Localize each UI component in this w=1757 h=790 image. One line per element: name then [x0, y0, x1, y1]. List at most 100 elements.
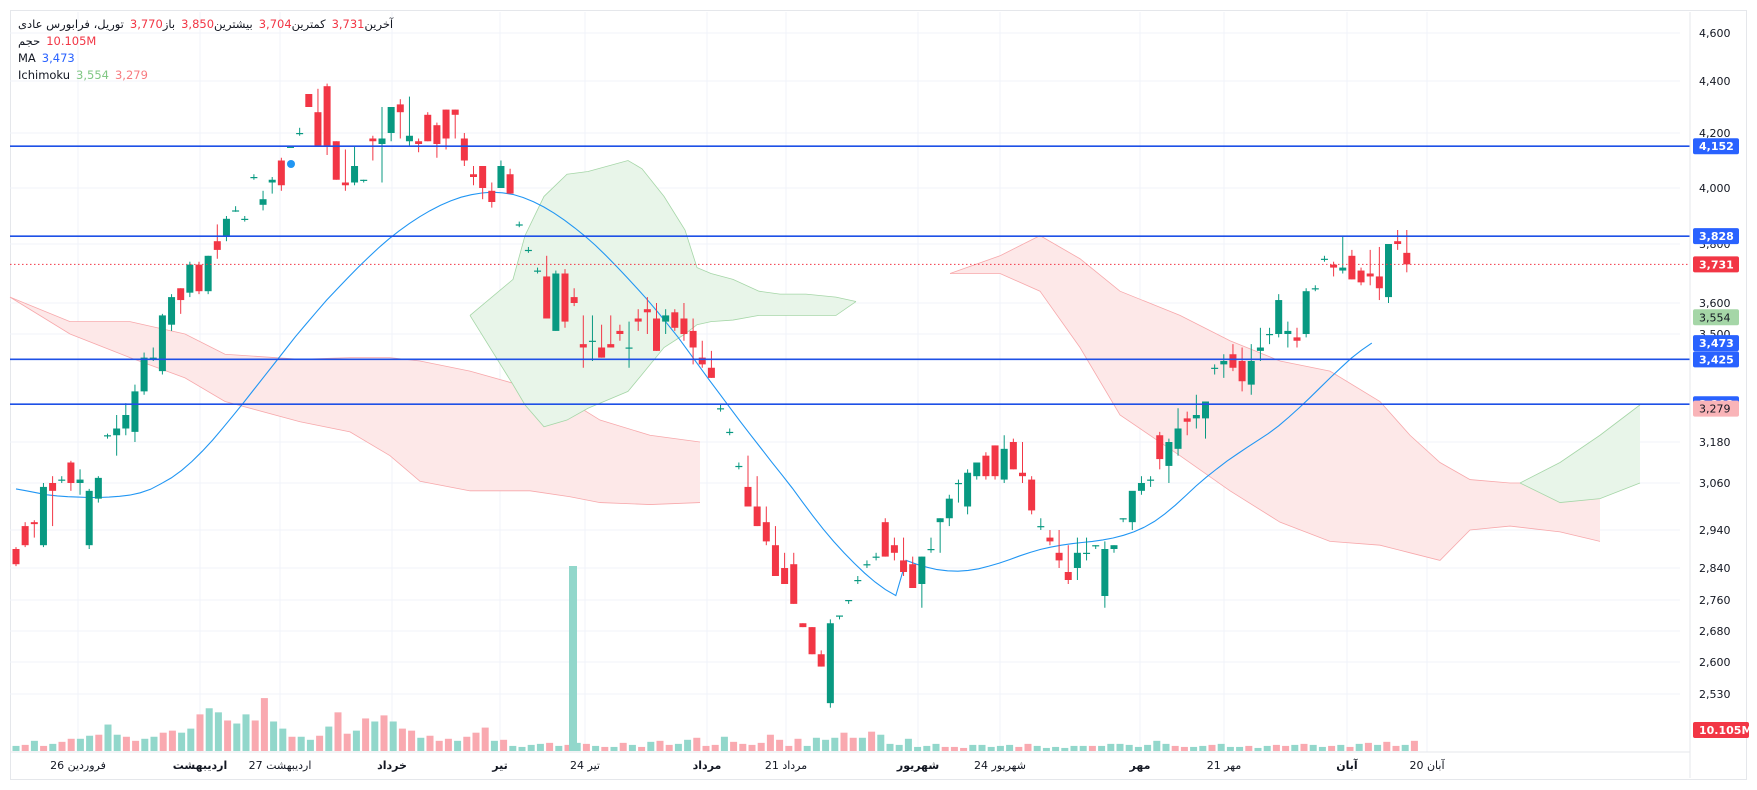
candle-body	[39, 486, 47, 546]
y-tick-label: 2,600	[1699, 656, 1731, 669]
x-tick-label: 21 مهر	[1207, 759, 1242, 772]
volume-bar	[224, 720, 232, 751]
candle-body	[845, 600, 853, 602]
candle-body	[1037, 526, 1045, 528]
candle-body	[1009, 442, 1017, 470]
candle-body	[369, 138, 377, 142]
candle-body	[1147, 479, 1155, 481]
volume-bar	[1337, 744, 1345, 751]
volume-bar	[132, 740, 140, 751]
volume-bar	[941, 746, 949, 751]
legend-ma-value: 3,473	[41, 51, 75, 65]
candle-body	[1137, 483, 1145, 491]
ichimoku-cloud-red-2-bottom-line	[950, 273, 1601, 561]
volume-bar	[251, 720, 259, 751]
x-tick-label: 24 تیر	[570, 759, 600, 772]
candle-body	[1073, 552, 1081, 568]
volume-bar	[960, 747, 968, 751]
volume-bar	[1272, 744, 1280, 751]
volume-bar	[582, 743, 590, 751]
volume-bar	[785, 745, 793, 751]
price-tag	[1693, 228, 1739, 245]
candle-body	[1348, 255, 1356, 280]
volume-bar	[904, 738, 912, 751]
volume-bar	[1364, 742, 1372, 751]
volume-bar	[573, 742, 581, 751]
legend-low-label: کمترین	[291, 17, 326, 31]
volume-bar	[923, 745, 931, 751]
volume-bar	[417, 737, 425, 751]
legend-volume-label: حجم	[18, 34, 41, 48]
price-tag-label: 3,425	[1699, 353, 1734, 366]
ichimoku-cloud-red-top-line	[9, 296, 701, 443]
candle-body	[625, 347, 633, 349]
volume-bar	[1125, 744, 1133, 751]
volume-bar	[1309, 744, 1317, 751]
candle-body	[1247, 361, 1255, 385]
candle-body	[332, 141, 340, 180]
candle-body	[158, 315, 166, 372]
candle-body	[222, 218, 230, 236]
candle-body	[543, 276, 551, 319]
candle-body	[1101, 549, 1109, 596]
volume-bar	[858, 737, 866, 751]
volume-bar	[76, 738, 84, 751]
volume-bar	[932, 743, 940, 751]
candle-body	[451, 109, 459, 115]
x-tick-label: مرداد	[693, 759, 722, 772]
volume-bar	[536, 743, 544, 751]
candle-body	[890, 545, 898, 553]
volume-bar	[1254, 747, 1262, 751]
candle-body	[909, 564, 917, 588]
candle-body	[982, 455, 990, 477]
volume-bar	[877, 734, 885, 751]
candle-body	[168, 297, 176, 325]
candle-body	[881, 522, 889, 557]
candle-body	[900, 560, 908, 572]
volume-bar	[1042, 747, 1050, 751]
candle-body	[305, 94, 313, 107]
candle-body	[964, 472, 972, 507]
volume-bar	[730, 741, 738, 751]
volume-bar	[242, 714, 250, 751]
candle-body	[131, 391, 139, 432]
volume-bar	[555, 745, 563, 751]
candle-body	[1110, 545, 1118, 549]
candle-body	[186, 264, 194, 293]
volume-bar	[702, 745, 710, 751]
volume-bar	[1024, 743, 1032, 751]
candle-body	[378, 138, 386, 144]
candle-body	[735, 465, 743, 468]
candle-body	[94, 477, 102, 499]
candle-body	[442, 109, 450, 139]
candle-body	[863, 564, 871, 566]
y-tick-label: 4,000	[1699, 182, 1731, 195]
candle-body	[1302, 291, 1310, 334]
candle-body	[204, 255, 212, 292]
volume-bar	[1079, 745, 1087, 751]
candle-body	[12, 549, 20, 565]
candle-body	[515, 224, 523, 226]
candle-body	[561, 273, 569, 322]
volume-bar	[481, 727, 489, 751]
volume-bar	[711, 744, 719, 751]
candle-body	[1275, 300, 1283, 334]
volume-bar	[1190, 746, 1198, 751]
price-tag-label: 3,554	[1699, 311, 1731, 324]
candle-body	[1403, 252, 1411, 265]
candle-body	[991, 445, 999, 477]
candle-body	[49, 483, 57, 491]
x-tick-label: آبان	[1336, 758, 1358, 772]
candle-body	[799, 623, 807, 628]
candle-body	[1046, 537, 1054, 542]
volume-bar	[518, 746, 526, 751]
legend-open-value: 3,770	[129, 17, 163, 31]
volume-bar	[12, 745, 20, 751]
legend-ichimoku-a-value: 3,554	[76, 68, 109, 82]
volume-bar	[610, 746, 618, 751]
y-tick-label: 4,200	[1699, 127, 1731, 140]
candle-body	[1366, 273, 1374, 277]
candle-body	[213, 241, 221, 250]
candle-body	[698, 357, 706, 365]
